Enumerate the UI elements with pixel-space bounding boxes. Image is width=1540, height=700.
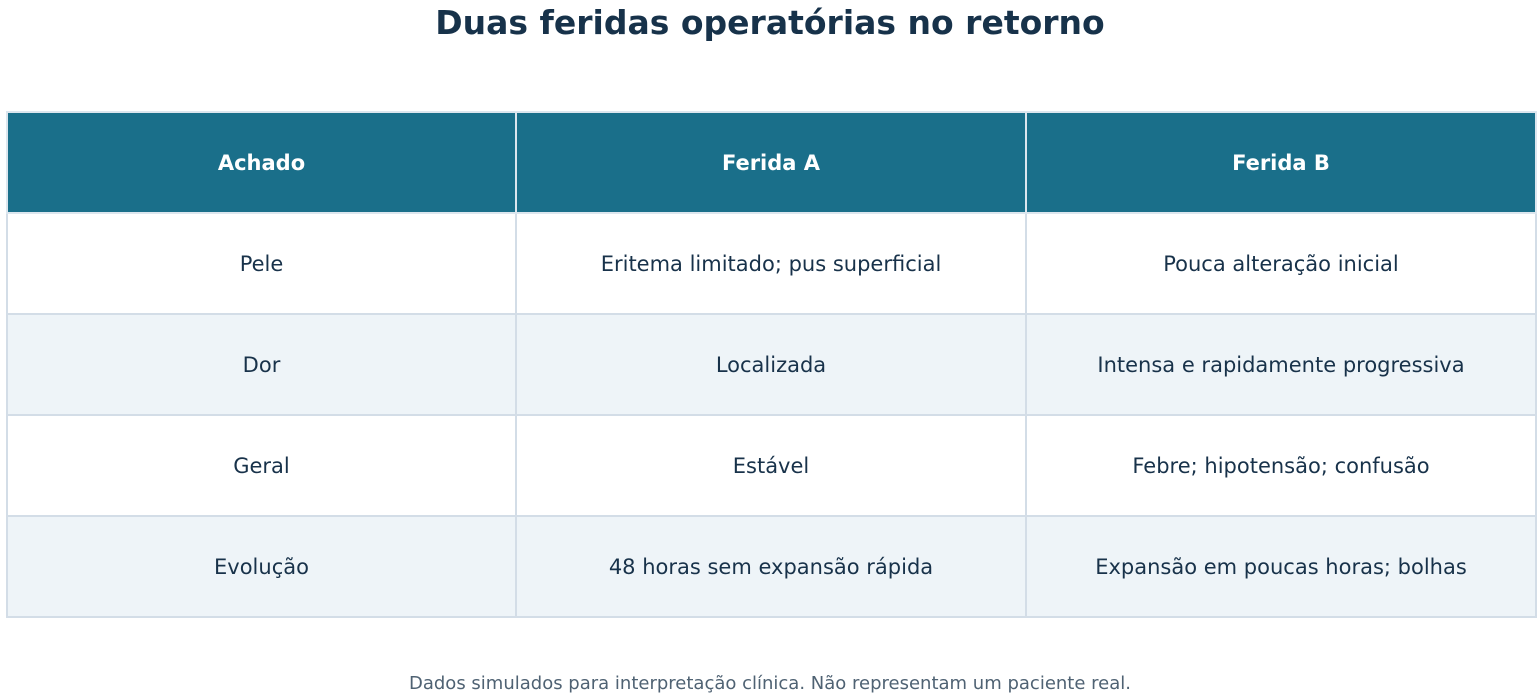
column-header-ferida-b: Ferida B (1025, 111, 1537, 214)
ferida-b-cell: Febre; hipotensão; confusão (1025, 414, 1537, 517)
table-body: Pele Eritema limitado; pus superficial P… (6, 212, 1537, 618)
row-label-cell: Geral (6, 414, 517, 517)
table-row: Dor Localizada Intensa e rapidamente pro… (6, 313, 1537, 416)
row-label-cell: Pele (6, 212, 517, 315)
ferida-b-cell: Expansão em poucas horas; bolhas (1025, 515, 1537, 618)
row-label-cell: Evolução (6, 515, 517, 618)
ferida-b-cell: Pouca alteração inicial (1025, 212, 1537, 315)
table-header: Achado Ferida A Ferida B (6, 111, 1537, 214)
ferida-a-cell: Localizada (515, 313, 1027, 416)
ferida-b-cell: Intensa e rapidamente progressiva (1025, 313, 1537, 416)
footnote: Dados simulados para interpretação clíni… (408, 673, 1131, 694)
table-row: Geral Estável Febre; hipotensão; confusã… (6, 414, 1537, 517)
ferida-a-cell: Eritema limitado; pus superficial (515, 212, 1027, 315)
table-row: Pele Eritema limitado; pus superficial P… (6, 212, 1537, 315)
header-row: Achado Ferida A Ferida B (6, 111, 1537, 214)
column-header-ferida-a: Ferida A (515, 111, 1027, 214)
page-title: Duas feridas operatórias no retorno (435, 3, 1105, 42)
comparison-table: Achado Ferida A Ferida B Pele Eritema li… (6, 111, 1537, 618)
column-header-achado: Achado (6, 111, 517, 214)
row-label-cell: Dor (6, 313, 517, 416)
table-row: Evolução 48 horas sem expansão rápida Ex… (6, 515, 1537, 618)
ferida-a-cell: Estável (515, 414, 1027, 517)
ferida-a-cell: 48 horas sem expansão rápida (515, 515, 1027, 618)
